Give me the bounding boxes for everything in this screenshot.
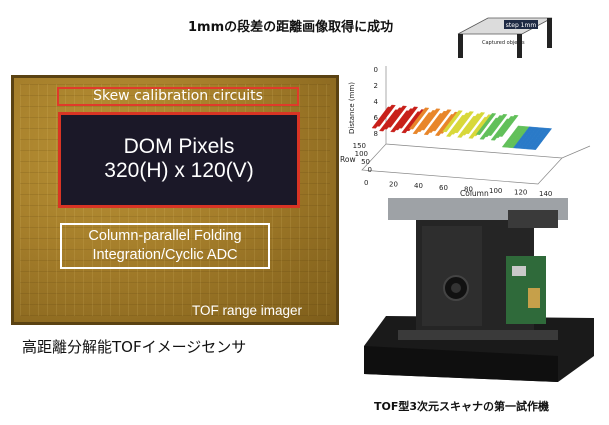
surface-strip [486,114,508,136]
z-tick-label: 4 [374,98,379,106]
surface-strip [397,106,419,129]
scanner-caption: TOF型3次元スキャナの第一試作機 [374,400,550,413]
inset-leg-left [458,34,463,58]
inset-step-tag [504,20,538,29]
plot-frame-floor [361,143,563,185]
adc-label-line1: Column-parallel Folding [88,228,242,244]
surface-strip [408,107,430,130]
x-tick-label: 120 [514,189,527,197]
x-tick-label: 20 [389,181,398,189]
surface-strip [531,128,553,150]
surface-strip [498,114,519,137]
z-tick-label: 2 [374,82,378,90]
adc-box: Column-parallel Folding Integration/Cycl… [60,223,270,269]
surface-strip [419,108,441,131]
pixel-array-size: 320(H) x 120(V) [104,159,254,182]
scanner-rail [398,330,558,340]
surface-strip [475,113,497,135]
scanner-base-front [364,346,558,382]
tof-imager-label: TOF range imager [192,303,303,318]
skew-calibration-label: Skew calibration circuits [93,88,263,104]
scanner-chip-part [512,266,526,276]
z-tick-label: 8 [374,130,378,138]
page-heading: 1mmの段差の距離画像取得に成功 [188,20,394,35]
x-tick-label: 140 [539,190,552,198]
surface-strip [375,104,396,127]
step-object-inset: step 1mm Captured objects [457,17,553,58]
y-tick-label: 150 [353,142,366,150]
x-tick-label: 40 [414,182,423,190]
inset-leg-right [547,18,552,48]
surface-strip [442,110,463,133]
surface-strip [431,109,452,132]
inset-step-label: step 1mm [506,22,537,29]
surface-strip [464,112,486,134]
pixel-array-box: DOM Pixels 320(H) x 120(V) [58,112,300,208]
surface-strip [453,111,474,134]
inset-objects-label: Captured objects [482,40,525,46]
scanner-prototype-photo [364,198,594,382]
x-tick-label: 60 [439,184,448,192]
plot-xlabel: Column [460,189,489,198]
x-tick-label: 0 [364,179,368,187]
y-tick-label: 100 [355,150,368,158]
plot-ylabel: Row [340,155,356,164]
x-tick-label: 80 [464,185,473,193]
y-tick-label: 50 [361,158,370,166]
plot-frame-back [385,66,591,159]
adc-label-line2: Integration/Cyclic ADC [92,247,238,263]
scanner-top-block [508,210,558,228]
plot-zlabel: Distance (mm) [348,82,356,134]
chip-caption: 高距離分解能TOFイメージセンサ [22,338,247,356]
scanner-connector-part [528,288,540,308]
z-tick-label: 0 [374,66,378,74]
surface-strip [386,105,407,128]
x-tick-label: 100 [489,187,502,195]
surface-layer [371,104,553,150]
z-tick-label: 6 [374,114,379,122]
pixel-array-label: DOM Pixels [123,135,235,158]
sensor-chip-photo: Skew calibration circuits DOM Pixels 320… [11,75,339,325]
inset-leg-mid [517,34,522,58]
scanner-lens-center [451,283,461,293]
skew-calibration-box: Skew calibration circuits [57,87,299,106]
y-tick-label: 0 [368,166,372,174]
